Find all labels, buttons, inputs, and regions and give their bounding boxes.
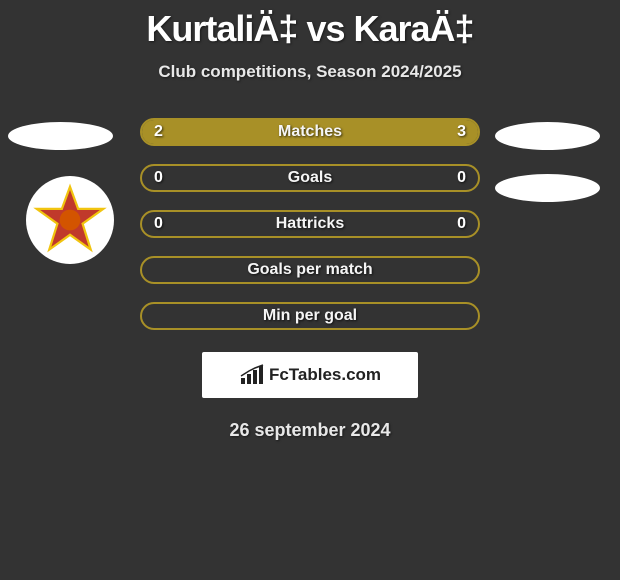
stat-row: Goals per match <box>140 256 480 284</box>
stat-label: Goals <box>142 169 478 187</box>
player-photo-placeholder-left-1 <box>8 122 113 150</box>
stat-label: Min per goal <box>142 307 478 325</box>
stat-row: 00Hattricks <box>140 210 480 238</box>
player-photo-placeholder-right-1 <box>495 122 600 150</box>
stat-row: 23Matches <box>140 118 480 146</box>
bar-chart-icon <box>239 364 265 386</box>
infographic-root: KurtaliÄ‡ vs KaraÄ‡ Club competitions, S… <box>0 0 620 580</box>
club-badge <box>26 176 114 264</box>
player-photo-placeholder-right-2 <box>495 174 600 202</box>
club-badge-icon <box>33 183 107 257</box>
page-title: KurtaliÄ‡ vs KaraÄ‡ <box>0 0 620 50</box>
stat-row: 00Goals <box>140 164 480 192</box>
stat-label: Hattricks <box>142 215 478 233</box>
date-text: 26 september 2024 <box>0 420 620 441</box>
source-logo-text: FcTables.com <box>269 365 381 385</box>
stat-row: Min per goal <box>140 302 480 330</box>
stat-label: Matches <box>142 123 478 141</box>
source-logo: FcTables.com <box>202 352 418 398</box>
stat-label: Goals per match <box>142 261 478 279</box>
subtitle: Club competitions, Season 2024/2025 <box>0 62 620 82</box>
badge-center <box>60 210 81 231</box>
